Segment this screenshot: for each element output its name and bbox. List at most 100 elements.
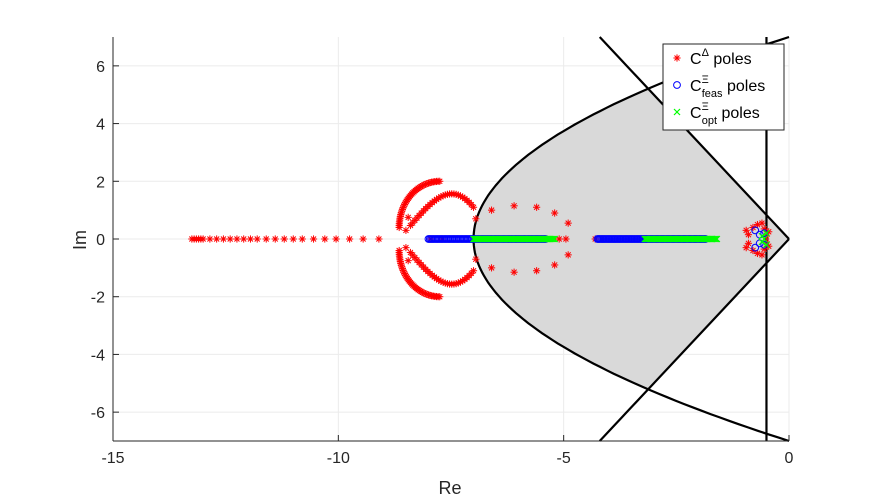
asterisk-stroke [472,256,479,263]
x-marker [712,235,720,243]
asterisk-stroke [346,236,353,242]
asterisk-stroke [470,267,477,274]
asterisk-marker [402,244,410,252]
asterisk-stroke [396,224,403,231]
asterisk-stroke [403,244,409,251]
asterisk-stroke [488,207,495,214]
asterisk-stroke [234,236,240,242]
asterisk-marker [533,267,541,275]
asterisk-marker [332,235,340,243]
x-marker [763,229,770,237]
asterisk-marker [472,215,480,223]
asterisk-marker [346,235,354,243]
asterisk-stroke [207,236,213,242]
legend-marker [673,108,681,116]
y-tick-label: 4 [96,117,105,134]
y-axis-label: Im [70,230,90,250]
x-marker [548,235,556,243]
asterisk-marker [551,261,559,269]
asterisk-stroke [759,220,765,227]
x-stroke [712,235,720,243]
circle-marker [673,81,681,89]
asterisk-stroke [565,220,572,227]
axes: -15 -10 -5 0 -6 -4 -2 0 2 4 6 [91,37,794,467]
asterisk-marker [233,235,241,243]
x-axis-label: Re [438,478,461,498]
x-tick-label: -5 [557,450,571,467]
x-marker [550,235,557,243]
y-tick-label: -4 [91,347,105,364]
legend-label: CΞ opt poles [690,101,760,127]
asterisk-marker [469,203,478,211]
asterisk-stroke [745,240,752,247]
asterisk-stroke [213,236,220,242]
asterisk-marker [321,235,329,243]
asterisk-stroke [405,214,412,221]
asterisk-stroke [403,227,409,234]
asterisk-stroke [551,210,558,216]
asterisk-stroke [533,204,540,211]
asterisk-marker [253,235,261,243]
legend-marker [673,81,681,89]
x-tick-label: -10 [327,450,350,467]
asterisk-marker [199,235,207,243]
asterisk-stroke [556,236,563,242]
asterisk-marker [375,235,383,243]
asterisk-stroke [565,251,572,258]
legend-entry: CΞ opt poles [673,101,760,127]
asterisk-stroke [227,236,234,242]
asterisk-stroke [436,293,443,300]
pole-markers [188,177,773,301]
asterisk-marker [395,223,403,232]
asterisk-marker [402,226,410,234]
asterisk-marker [219,235,228,243]
legend-entry: CΞ feas poles [673,74,765,100]
asterisk-stroke [743,244,750,251]
asterisk-marker [487,206,496,214]
x-stroke [711,235,718,243]
series-2 [470,229,770,249]
asterisk-marker [562,235,570,243]
asterisk-marker [309,235,318,243]
asterisk-stroke [674,55,680,61]
x-stroke [763,229,770,237]
asterisk-stroke [272,236,279,242]
asterisk-marker [240,235,248,243]
asterisk-stroke [563,236,569,242]
asterisk-marker [758,219,766,227]
asterisk-marker [262,235,270,243]
asterisk-marker [298,235,306,243]
circle-marker [760,240,769,249]
asterisk-marker [246,235,255,243]
y-tick-label: 0 [96,232,105,249]
asterisk-stroke [376,236,382,242]
asterisk-stroke [533,267,540,274]
asterisk-stroke [310,236,317,242]
asterisk-stroke [333,236,339,242]
x-stroke [763,241,770,249]
asterisk-marker [564,251,572,259]
x-stroke [673,108,681,116]
asterisk-marker [487,264,496,272]
circle-marker [751,226,760,235]
x-stroke [551,235,559,243]
x-stroke [713,235,721,243]
asterisk-marker [213,235,221,243]
sector-boundary-line [598,238,790,442]
asterisk-marker [533,203,541,211]
asterisk-stroke [290,236,297,242]
asterisk-marker [744,239,753,247]
asterisk-stroke [405,257,412,264]
legend-marker [673,54,681,62]
x-marker [551,235,559,243]
asterisk-marker [280,235,288,243]
y-tick-label: 2 [96,174,105,191]
legend-label: CΔ poles [690,47,752,68]
asterisk-marker [551,209,559,217]
asterisk-marker [744,231,753,239]
x-tick-label: -15 [101,450,124,467]
asterisk-stroke [470,204,477,211]
asterisk-marker [564,219,572,227]
asterisk-stroke [472,215,479,222]
